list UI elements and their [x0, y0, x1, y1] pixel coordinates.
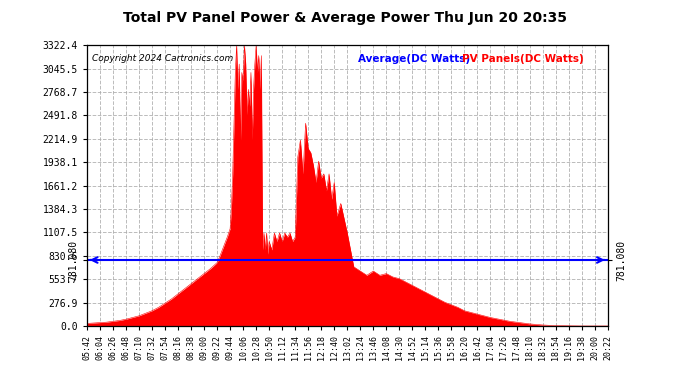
Text: Copyright 2024 Cartronics.com: Copyright 2024 Cartronics.com	[92, 54, 233, 63]
Text: Average(DC Watts): Average(DC Watts)	[357, 54, 470, 64]
Text: PV Panels(DC Watts): PV Panels(DC Watts)	[462, 54, 584, 64]
Text: Total PV Panel Power & Average Power Thu Jun 20 20:35: Total PV Panel Power & Average Power Thu…	[123, 11, 567, 25]
